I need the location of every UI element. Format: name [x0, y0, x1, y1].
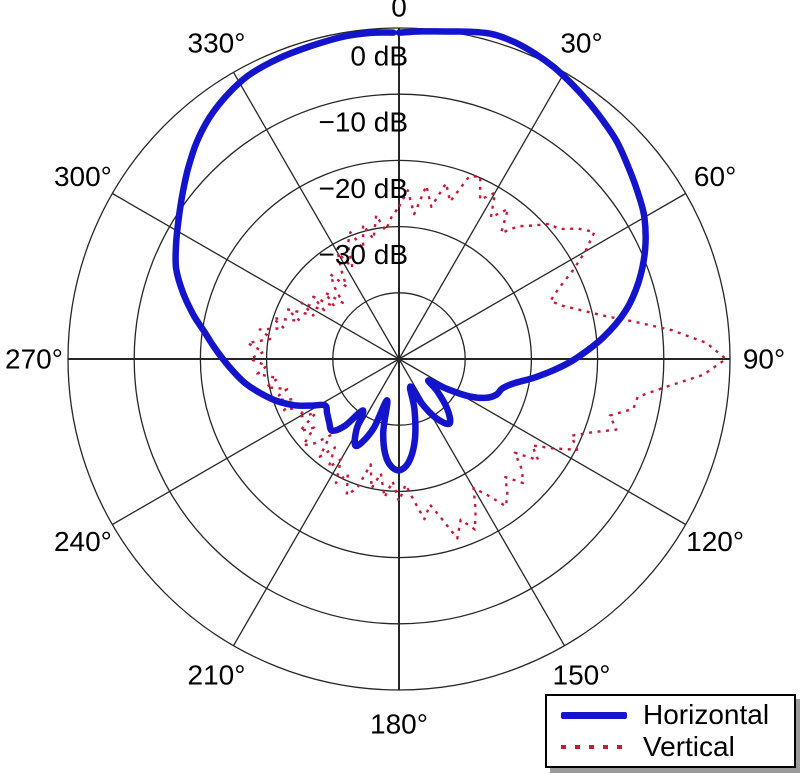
angle-label-0: 0 — [391, 0, 407, 23]
legend-item-vertical: Vertical — [561, 733, 794, 761]
legend-item-horizontal: Horizontal — [561, 701, 794, 729]
vertical-pattern-curve — [246, 175, 728, 540]
angle-label-330: 330° — [188, 27, 246, 58]
angle-label-60: 60° — [694, 161, 736, 192]
angle-label-180: 180° — [370, 709, 428, 740]
angle-label-150: 150° — [553, 660, 611, 691]
angle-label-90: 90° — [743, 344, 785, 375]
legend-label-vertical: Vertical — [643, 731, 735, 762]
grid-spoke-30 — [398, 72, 566, 360]
angle-label-240: 240° — [54, 526, 112, 557]
dotted-line-sample — [561, 745, 627, 749]
angle-label-120: 120° — [686, 526, 744, 557]
legend-label-horizontal: Horizontal — [643, 699, 770, 730]
legend-box: Horizontal Vertical — [545, 694, 796, 768]
angle-label-210: 210° — [188, 660, 246, 691]
angle-label-270: 270° — [5, 344, 63, 375]
horizontal-line-sample — [561, 711, 627, 719]
solid-line-swatch — [561, 711, 627, 719]
grid-spoke-300 — [112, 192, 400, 360]
db-label--10: −10 dB — [318, 107, 408, 138]
db-label--20: −20 dB — [318, 173, 408, 204]
db-label--30: −30 dB — [318, 239, 408, 270]
grid-spoke-210 — [232, 358, 400, 646]
dotted-line-swatch — [561, 745, 627, 749]
grid-spoke-60 — [398, 192, 686, 360]
angle-label-300: 300° — [54, 161, 112, 192]
grid-spoke-240 — [112, 358, 400, 526]
horizontal-pattern-curve — [172, 28, 649, 474]
angle-label-30: 30° — [560, 27, 602, 58]
grid-spoke-330 — [232, 72, 400, 360]
db-label-0: 0 dB — [350, 41, 408, 72]
